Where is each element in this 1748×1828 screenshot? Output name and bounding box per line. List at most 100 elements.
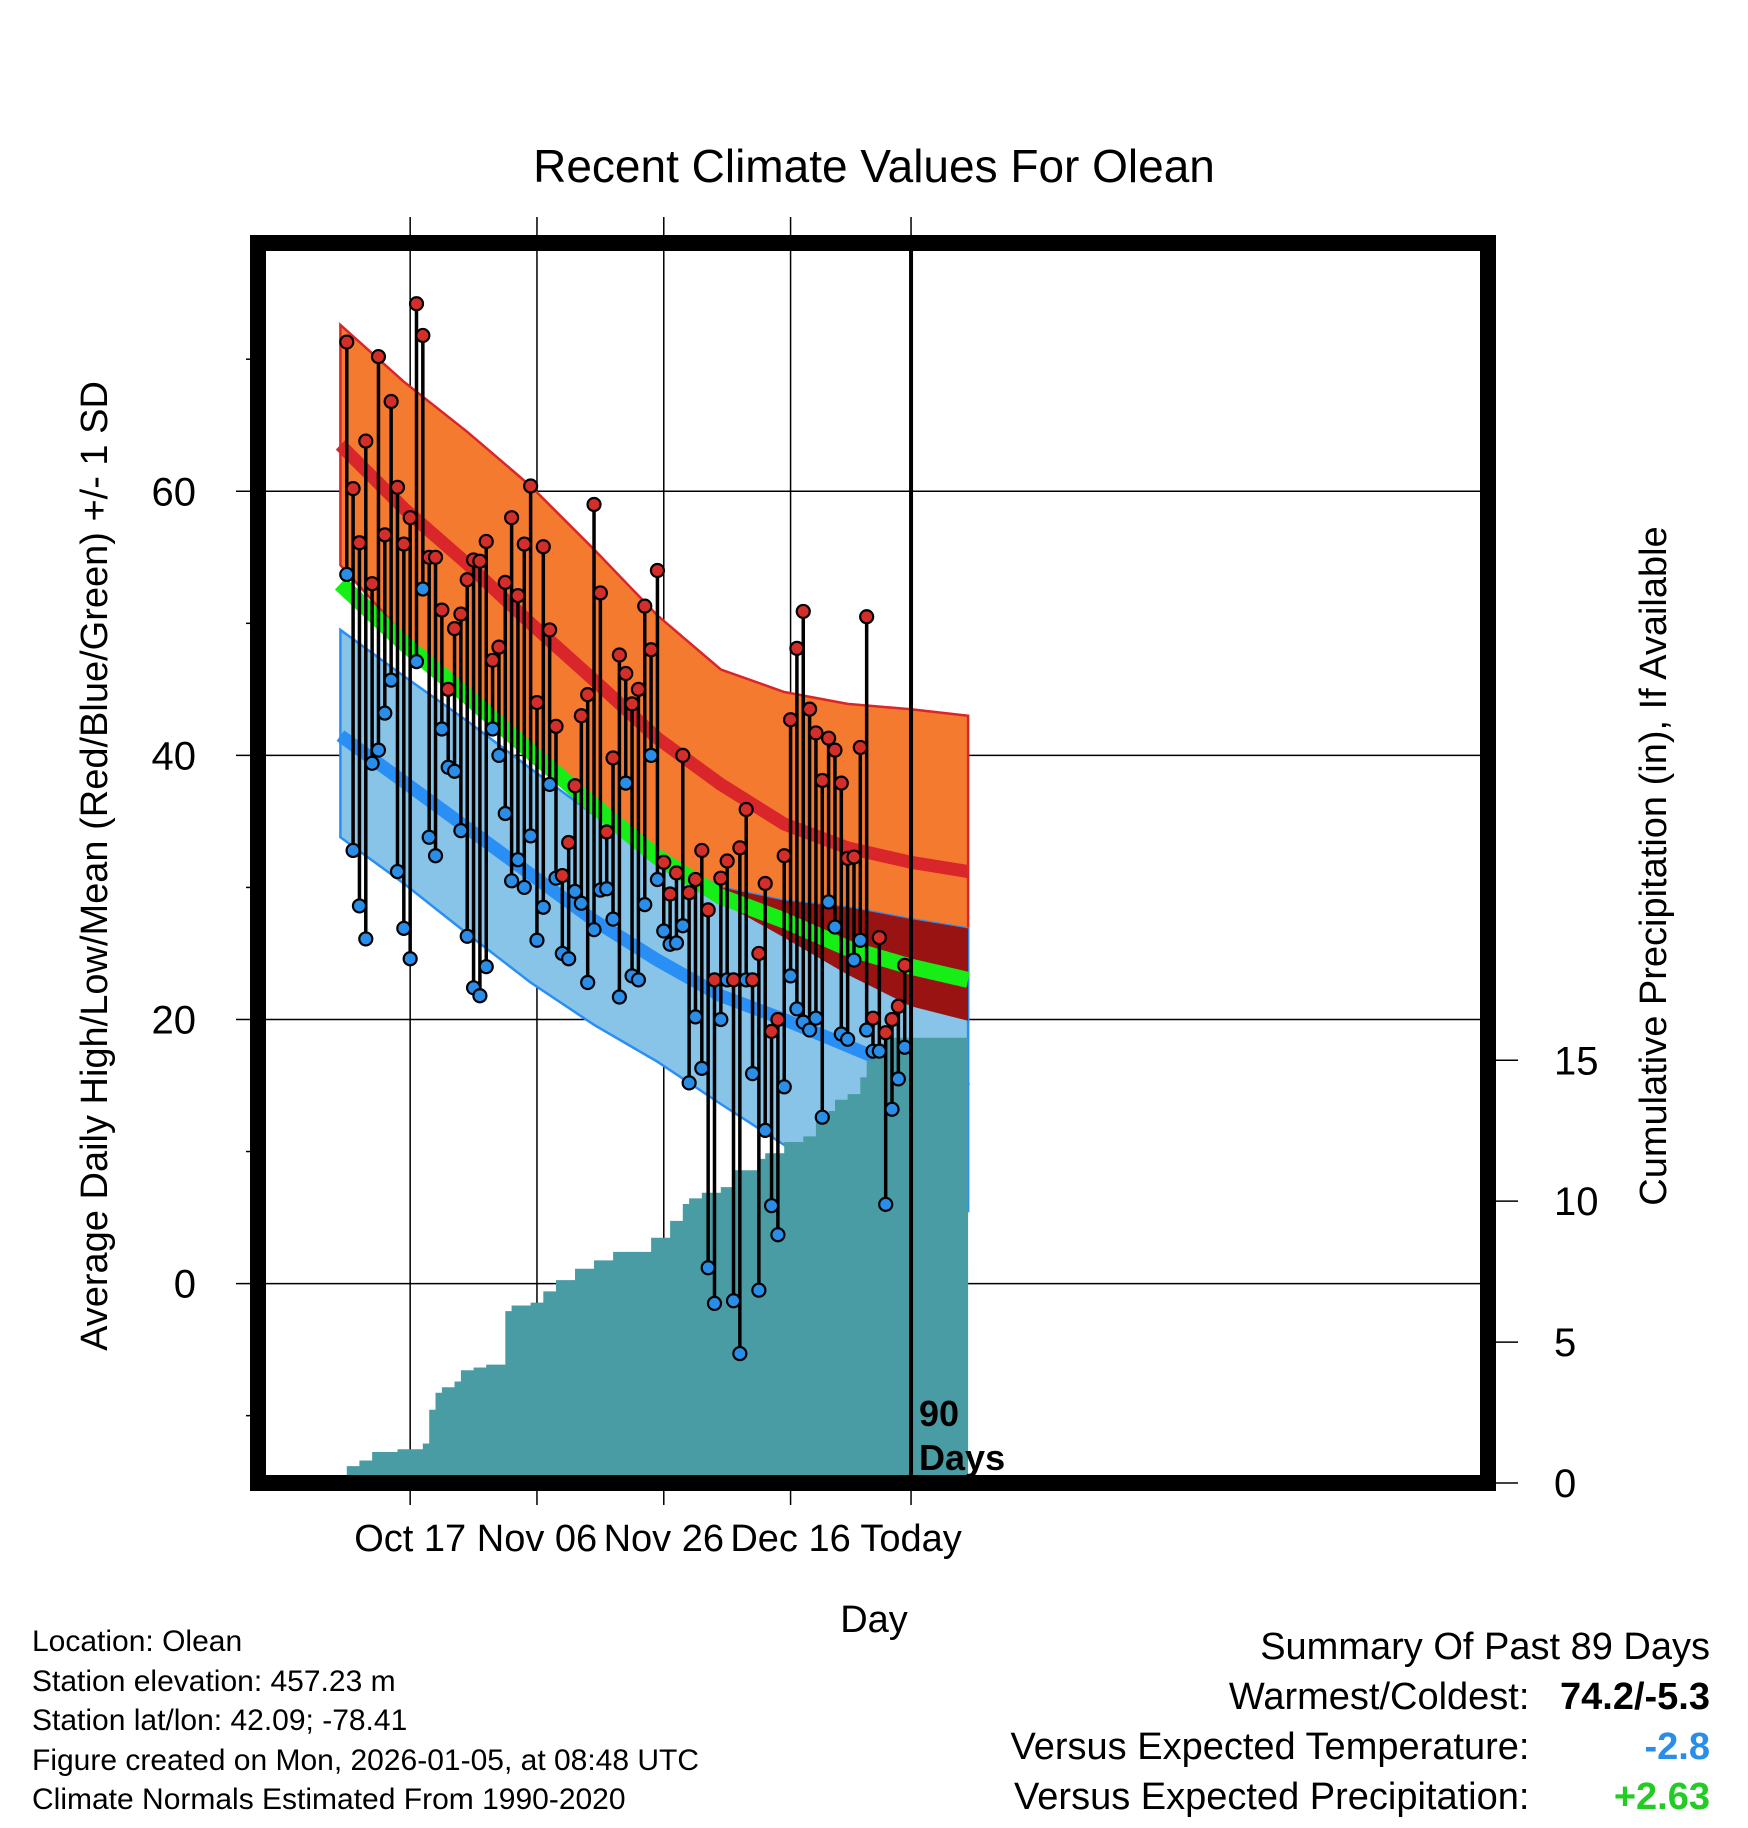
high-point: [478, 533, 494, 550]
y-tick-label: 60: [152, 470, 197, 514]
low-point: [510, 852, 526, 868]
high-point: [789, 640, 805, 657]
low-point: [643, 747, 659, 763]
high-point: [383, 393, 399, 410]
low-point: [821, 894, 837, 910]
low-point: [713, 1011, 729, 1028]
high-point: [402, 510, 418, 526]
low-point: [871, 1043, 887, 1059]
today-days-word: Days: [919, 1437, 1005, 1478]
low-point: [890, 1071, 906, 1087]
low-point: [542, 776, 558, 793]
low-point: [364, 755, 380, 771]
high-point: [535, 539, 551, 555]
high-point: [516, 536, 532, 552]
low-point: [757, 1122, 773, 1139]
high-point: [339, 334, 355, 350]
summary-temp: Versus Expected Temperature: -2.8: [1011, 1722, 1710, 1772]
x-tick-label: Nov 26: [604, 1518, 724, 1560]
low-point: [453, 823, 469, 839]
high-point: [681, 885, 697, 901]
high-point: [827, 742, 843, 758]
low-point: [814, 1109, 830, 1125]
high-point: [713, 870, 729, 886]
low-point: [516, 879, 532, 896]
low-point: [586, 922, 602, 938]
low-point: [599, 881, 615, 897]
low-point: [878, 1196, 894, 1212]
y-tick-label: 0: [174, 1263, 196, 1307]
low-point: [859, 1022, 875, 1038]
high-point: [738, 801, 754, 818]
high-point: [833, 775, 849, 791]
normals-text: Climate Normals Estimated From 1990-2020: [32, 1783, 626, 1816]
high-point: [821, 730, 837, 746]
low-point: [491, 747, 507, 763]
low-point: [808, 1010, 824, 1026]
high-point: [751, 945, 767, 962]
low-point: [358, 931, 374, 947]
low-point: [770, 1227, 786, 1243]
low-point: [840, 1031, 856, 1047]
location-text: Location: Olean: [32, 1625, 243, 1658]
high-point: [884, 1011, 900, 1028]
x-axis-label: Day: [840, 1599, 908, 1641]
low-point: [383, 672, 399, 688]
high-point: [719, 853, 735, 869]
y2-tick-label: 10: [1554, 1180, 1599, 1224]
low-point: [852, 932, 868, 948]
temp-label: Versus Expected Temperature:: [1010, 1726, 1530, 1768]
high-point: [408, 296, 425, 312]
high-point: [491, 639, 507, 655]
high-point: [561, 834, 577, 851]
low-point: [535, 899, 551, 915]
summary-panel: Summary Of Past 89 Days Warmest/Coldest:…: [1011, 1622, 1710, 1822]
low-point: [649, 871, 666, 888]
temp-value: -2.8: [1644, 1726, 1710, 1768]
low-point: [580, 974, 596, 991]
low-point: [789, 1001, 805, 1017]
y-axis-label: Average Daily High/Low/Mean (Red/Blue/Gr…: [74, 381, 116, 1351]
x-tick-label: Nov 06: [477, 1518, 597, 1560]
high-point: [599, 824, 615, 840]
high-point: [548, 718, 564, 734]
x-tick-label: Dec 16: [730, 1518, 850, 1560]
low-point: [706, 1295, 723, 1312]
low-point: [421, 829, 437, 845]
low-point: [884, 1101, 900, 1117]
y2-axis-label: Cumulative Precipitation (in), If Availa…: [1633, 526, 1675, 1205]
high-point: [694, 842, 710, 859]
high-point: [427, 549, 444, 565]
high-point: [795, 603, 811, 620]
station-info: Location: Olean Station elevation: 457.2…: [32, 1622, 699, 1820]
y2-tick-label: 5: [1554, 1321, 1576, 1365]
high-point: [529, 694, 545, 711]
high-point: [814, 772, 830, 789]
high-point: [706, 972, 723, 988]
elevation-text: Station elevation: 457.23 m: [32, 1664, 396, 1698]
low-point: [339, 566, 355, 583]
low-point: [370, 742, 387, 758]
low-point: [408, 654, 425, 670]
high-point: [782, 712, 799, 728]
high-point: [504, 510, 520, 526]
chart-title: Recent Climate Values For Olean: [533, 140, 1215, 192]
high-point: [484, 652, 501, 668]
high-point: [662, 886, 678, 902]
high-point: [510, 587, 526, 604]
high-point: [776, 848, 792, 864]
low-point: [529, 932, 545, 948]
high-point: [668, 865, 685, 881]
low-point: [497, 805, 513, 822]
high-point: [459, 572, 475, 588]
warmest-coldest-value: 74.2/-5.3: [1560, 1676, 1710, 1718]
high-point: [605, 750, 621, 766]
created-text: Figure created on Mon, 2026-01-05, at 08…: [32, 1743, 700, 1777]
high-point: [763, 1023, 780, 1039]
high-point: [643, 642, 659, 658]
high-point: [351, 535, 368, 551]
low-point: [434, 721, 450, 737]
low-point: [846, 952, 862, 968]
plot-area: [258, 243, 1488, 1483]
